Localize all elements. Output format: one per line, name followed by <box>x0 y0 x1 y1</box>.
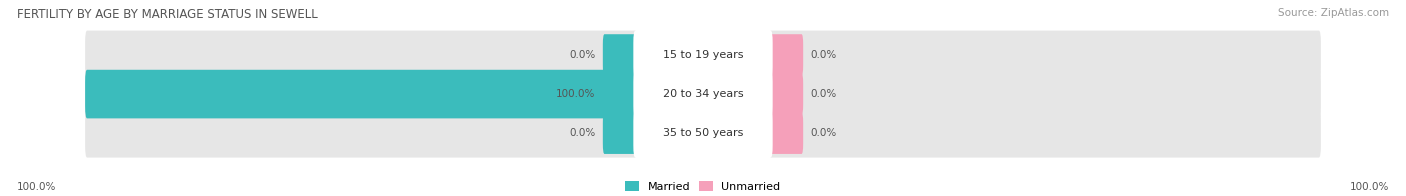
FancyBboxPatch shape <box>603 113 637 154</box>
Text: 35 to 50 years: 35 to 50 years <box>662 128 744 138</box>
FancyBboxPatch shape <box>769 34 803 75</box>
Text: FERTILITY BY AGE BY MARRIAGE STATUS IN SEWELL: FERTILITY BY AGE BY MARRIAGE STATUS IN S… <box>17 8 318 21</box>
FancyBboxPatch shape <box>86 31 637 79</box>
Text: Source: ZipAtlas.com: Source: ZipAtlas.com <box>1278 8 1389 18</box>
Text: 100.0%: 100.0% <box>17 182 56 192</box>
Text: 0.0%: 0.0% <box>811 89 837 99</box>
FancyBboxPatch shape <box>633 31 773 79</box>
FancyBboxPatch shape <box>633 109 773 158</box>
Legend: Married, Unmarried: Married, Unmarried <box>626 181 780 192</box>
Text: 0.0%: 0.0% <box>811 50 837 60</box>
FancyBboxPatch shape <box>86 70 637 118</box>
Text: 0.0%: 0.0% <box>569 128 595 138</box>
Text: 0.0%: 0.0% <box>569 50 595 60</box>
Text: 0.0%: 0.0% <box>811 128 837 138</box>
Text: 20 to 34 years: 20 to 34 years <box>662 89 744 99</box>
Text: 15 to 19 years: 15 to 19 years <box>662 50 744 60</box>
Text: 100.0%: 100.0% <box>1350 182 1389 192</box>
Text: 100.0%: 100.0% <box>555 89 595 99</box>
FancyBboxPatch shape <box>86 70 637 118</box>
FancyBboxPatch shape <box>769 109 1320 158</box>
FancyBboxPatch shape <box>769 70 1320 118</box>
FancyBboxPatch shape <box>603 34 637 75</box>
FancyBboxPatch shape <box>86 109 637 158</box>
FancyBboxPatch shape <box>769 113 803 154</box>
FancyBboxPatch shape <box>769 74 803 115</box>
FancyBboxPatch shape <box>769 31 1320 79</box>
FancyBboxPatch shape <box>633 70 773 118</box>
